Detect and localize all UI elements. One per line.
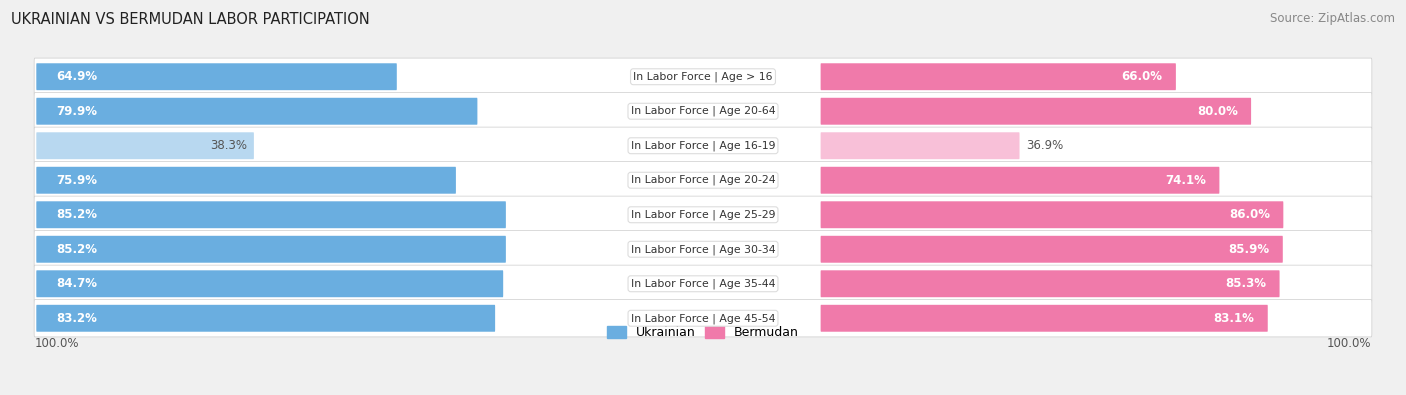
FancyBboxPatch shape xyxy=(34,92,1372,130)
Text: 64.9%: 64.9% xyxy=(56,70,97,83)
FancyBboxPatch shape xyxy=(34,58,1372,95)
Text: 83.1%: 83.1% xyxy=(1213,312,1254,325)
Text: 84.7%: 84.7% xyxy=(56,277,97,290)
Text: In Labor Force | Age 20-64: In Labor Force | Age 20-64 xyxy=(631,106,775,117)
FancyBboxPatch shape xyxy=(821,63,1175,90)
Text: 38.3%: 38.3% xyxy=(209,139,247,152)
Text: 74.1%: 74.1% xyxy=(1166,174,1206,187)
Text: In Labor Force | Age 30-34: In Labor Force | Age 30-34 xyxy=(631,244,775,254)
FancyBboxPatch shape xyxy=(37,270,503,297)
FancyBboxPatch shape xyxy=(34,127,1372,164)
Text: 83.2%: 83.2% xyxy=(56,312,97,325)
Text: In Labor Force | Age 35-44: In Labor Force | Age 35-44 xyxy=(631,278,775,289)
FancyBboxPatch shape xyxy=(34,196,1372,233)
FancyBboxPatch shape xyxy=(821,98,1251,125)
Text: In Labor Force | Age > 16: In Labor Force | Age > 16 xyxy=(633,71,773,82)
Text: 85.2%: 85.2% xyxy=(56,208,97,221)
FancyBboxPatch shape xyxy=(34,162,1372,199)
Text: Source: ZipAtlas.com: Source: ZipAtlas.com xyxy=(1270,12,1395,25)
FancyBboxPatch shape xyxy=(821,236,1282,263)
Text: 85.9%: 85.9% xyxy=(1229,243,1270,256)
FancyBboxPatch shape xyxy=(37,132,254,159)
Text: 86.0%: 86.0% xyxy=(1229,208,1270,221)
FancyBboxPatch shape xyxy=(34,300,1372,337)
Text: In Labor Force | Age 20-24: In Labor Force | Age 20-24 xyxy=(631,175,775,186)
Text: 85.2%: 85.2% xyxy=(56,243,97,256)
Text: UKRAINIAN VS BERMUDAN LABOR PARTICIPATION: UKRAINIAN VS BERMUDAN LABOR PARTICIPATIO… xyxy=(11,12,370,27)
FancyBboxPatch shape xyxy=(37,201,506,228)
FancyBboxPatch shape xyxy=(37,167,456,194)
FancyBboxPatch shape xyxy=(821,305,1268,332)
FancyBboxPatch shape xyxy=(37,63,396,90)
FancyBboxPatch shape xyxy=(821,270,1279,297)
Text: In Labor Force | Age 45-54: In Labor Force | Age 45-54 xyxy=(631,313,775,324)
FancyBboxPatch shape xyxy=(821,201,1284,228)
FancyBboxPatch shape xyxy=(37,236,506,263)
Text: 79.9%: 79.9% xyxy=(56,105,97,118)
FancyBboxPatch shape xyxy=(37,305,495,332)
FancyBboxPatch shape xyxy=(821,167,1219,194)
FancyBboxPatch shape xyxy=(34,231,1372,268)
Text: 85.3%: 85.3% xyxy=(1225,277,1267,290)
Text: 100.0%: 100.0% xyxy=(35,337,79,350)
Text: In Labor Force | Age 16-19: In Labor Force | Age 16-19 xyxy=(631,141,775,151)
Text: In Labor Force | Age 25-29: In Labor Force | Age 25-29 xyxy=(631,209,775,220)
Text: 66.0%: 66.0% xyxy=(1122,70,1163,83)
Legend: Ukrainian, Bermudan: Ukrainian, Bermudan xyxy=(602,322,804,344)
FancyBboxPatch shape xyxy=(821,132,1019,159)
Text: 80.0%: 80.0% xyxy=(1197,105,1237,118)
FancyBboxPatch shape xyxy=(34,265,1372,303)
FancyBboxPatch shape xyxy=(37,98,478,125)
Text: 100.0%: 100.0% xyxy=(1327,337,1371,350)
Text: 36.9%: 36.9% xyxy=(1026,139,1063,152)
Text: 75.9%: 75.9% xyxy=(56,174,97,187)
